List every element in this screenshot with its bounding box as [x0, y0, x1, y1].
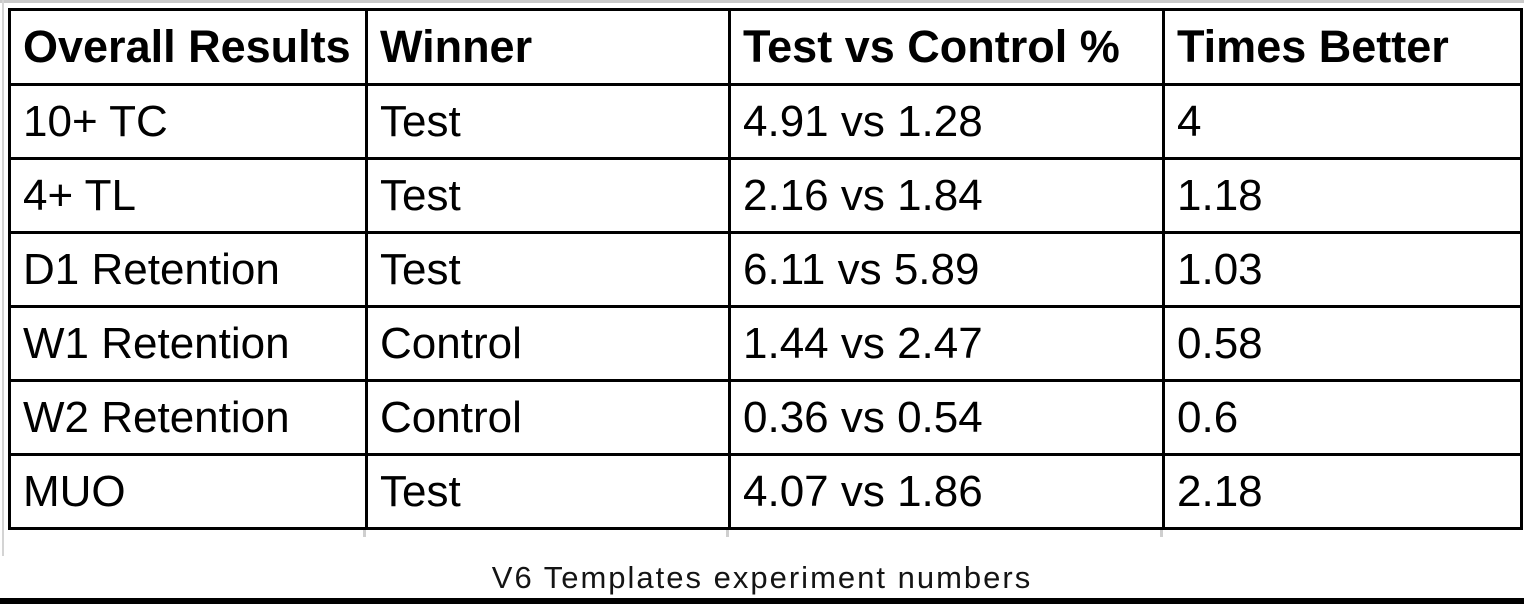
- times-better-cell[interactable]: 0.58: [1162, 305, 1523, 382]
- times-better-cell[interactable]: 0.6: [1162, 379, 1523, 456]
- winner-cell[interactable]: Test: [365, 83, 731, 160]
- table-row: MUO Test 4.07 vs 1.86 2.18: [8, 453, 1523, 530]
- header-cell-test-vs-control[interactable]: Test vs Control %: [728, 8, 1165, 86]
- times-better-cell[interactable]: 1.18: [1162, 157, 1523, 234]
- sheet-gridline-stub: [726, 528, 729, 537]
- test-vs-control-cell[interactable]: 4.07 vs 1.86: [728, 453, 1165, 530]
- winner-cell[interactable]: Test: [365, 157, 731, 234]
- table-row: D1 Retention Test 6.11 vs 5.89 1.03: [8, 231, 1523, 308]
- test-vs-control-cell[interactable]: 6.11 vs 5.89: [728, 231, 1165, 308]
- bottom-divider: [0, 598, 1524, 604]
- header-row: Overall Results Winner Test vs Control %…: [8, 8, 1523, 86]
- metric-cell[interactable]: D1 Retention: [8, 231, 368, 308]
- header-cell-winner[interactable]: Winner: [365, 8, 731, 86]
- test-vs-control-cell[interactable]: 1.44 vs 2.47: [728, 305, 1165, 382]
- winner-cell[interactable]: Test: [365, 231, 731, 308]
- table-row: W1 Retention Control 1.44 vs 2.47 0.58: [8, 305, 1523, 382]
- sheet-gridline-stub: [1160, 528, 1163, 537]
- metric-cell[interactable]: 4+ TL: [8, 157, 368, 234]
- times-better-cell[interactable]: 2.18: [1162, 453, 1523, 530]
- header-cell-overall-results[interactable]: Overall Results: [8, 8, 368, 86]
- metric-cell[interactable]: MUO: [8, 453, 368, 530]
- times-better-cell[interactable]: 4: [1162, 83, 1523, 160]
- table-row: 4+ TL Test 2.16 vs 1.84 1.18: [8, 157, 1523, 234]
- sheet-gridline-stub: [363, 528, 366, 537]
- test-vs-control-cell[interactable]: 4.91 vs 1.28: [728, 83, 1165, 160]
- winner-cell[interactable]: Control: [365, 305, 731, 382]
- winner-cell[interactable]: Control: [365, 379, 731, 456]
- metric-cell[interactable]: W2 Retention: [8, 379, 368, 456]
- test-vs-control-cell[interactable]: 0.36 vs 0.54: [728, 379, 1165, 456]
- metric-cell[interactable]: W1 Retention: [8, 305, 368, 382]
- sheet-gridline-left: [2, 0, 4, 556]
- sheet-gridline-top: [0, 0, 1524, 3]
- winner-cell[interactable]: Test: [365, 453, 731, 530]
- test-vs-control-cell[interactable]: 2.16 vs 1.84: [728, 157, 1165, 234]
- table-row: 10+ TC Test 4.91 vs 1.28 4: [8, 83, 1523, 160]
- table-row: W2 Retention Control 0.36 vs 0.54 0.6: [8, 379, 1523, 456]
- figure-caption: V6 Templates experiment numbers: [491, 560, 1033, 595]
- header-cell-times-better[interactable]: Times Better: [1162, 8, 1523, 86]
- results-table: Overall Results Winner Test vs Control %…: [8, 8, 1523, 530]
- times-better-cell[interactable]: 1.03: [1162, 231, 1523, 308]
- metric-cell[interactable]: 10+ TC: [8, 83, 368, 160]
